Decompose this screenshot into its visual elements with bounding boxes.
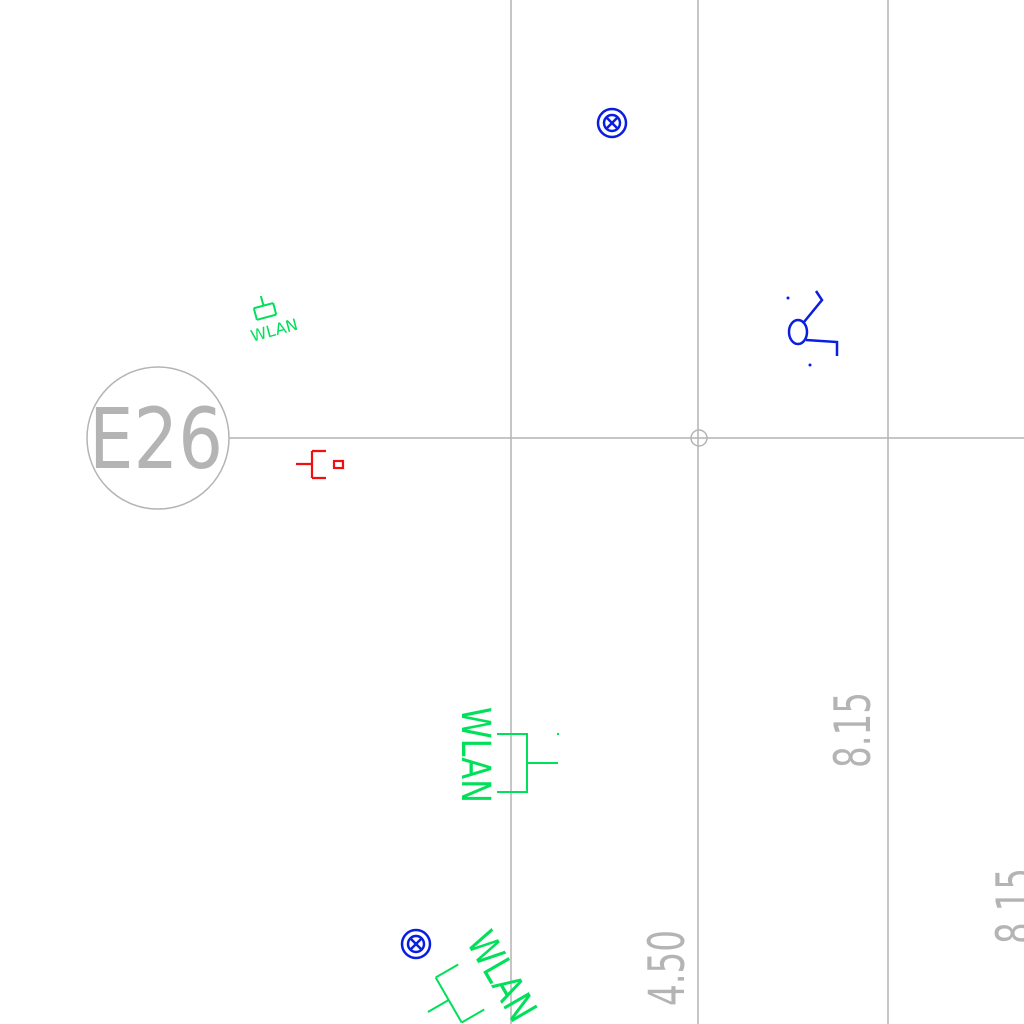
- grid-intersection-marker: [690, 429, 708, 447]
- grid-axis-label: E26: [89, 390, 223, 488]
- dimension-label-4-50: 4.50: [638, 930, 696, 1006]
- motion-detector-icon: [786, 290, 839, 367]
- motion-detector[interactable]: [786, 290, 839, 367]
- lighting-outlet-top[interactable]: [596, 107, 628, 139]
- lighting-outlet-x-circle-icon: [596, 107, 628, 139]
- dimension-label-8-15: 8.15: [824, 692, 882, 768]
- red-outlet-icon: [296, 449, 345, 480]
- wlan-access-point-icon: [427, 963, 485, 1024]
- grid-axis-bubble: E26: [86, 366, 230, 510]
- dimension-label-8-15-partial: 8.15: [986, 868, 1024, 944]
- wlan-access-point-large[interactable]: WLAN: [452, 707, 559, 803]
- lighting-outlet-x-circle-icon: [400, 928, 432, 960]
- red-outlet[interactable]: [296, 449, 345, 480]
- wlan-access-point-icon: [497, 733, 559, 793]
- wlan-label: WLAN: [457, 924, 545, 1024]
- lighting-outlet-bottom[interactable]: [400, 928, 432, 960]
- wlan-access-point-icon: [252, 295, 278, 321]
- wlan-label: WLAN: [452, 707, 498, 803]
- wlan-access-point-small[interactable]: WLAN: [242, 289, 300, 346]
